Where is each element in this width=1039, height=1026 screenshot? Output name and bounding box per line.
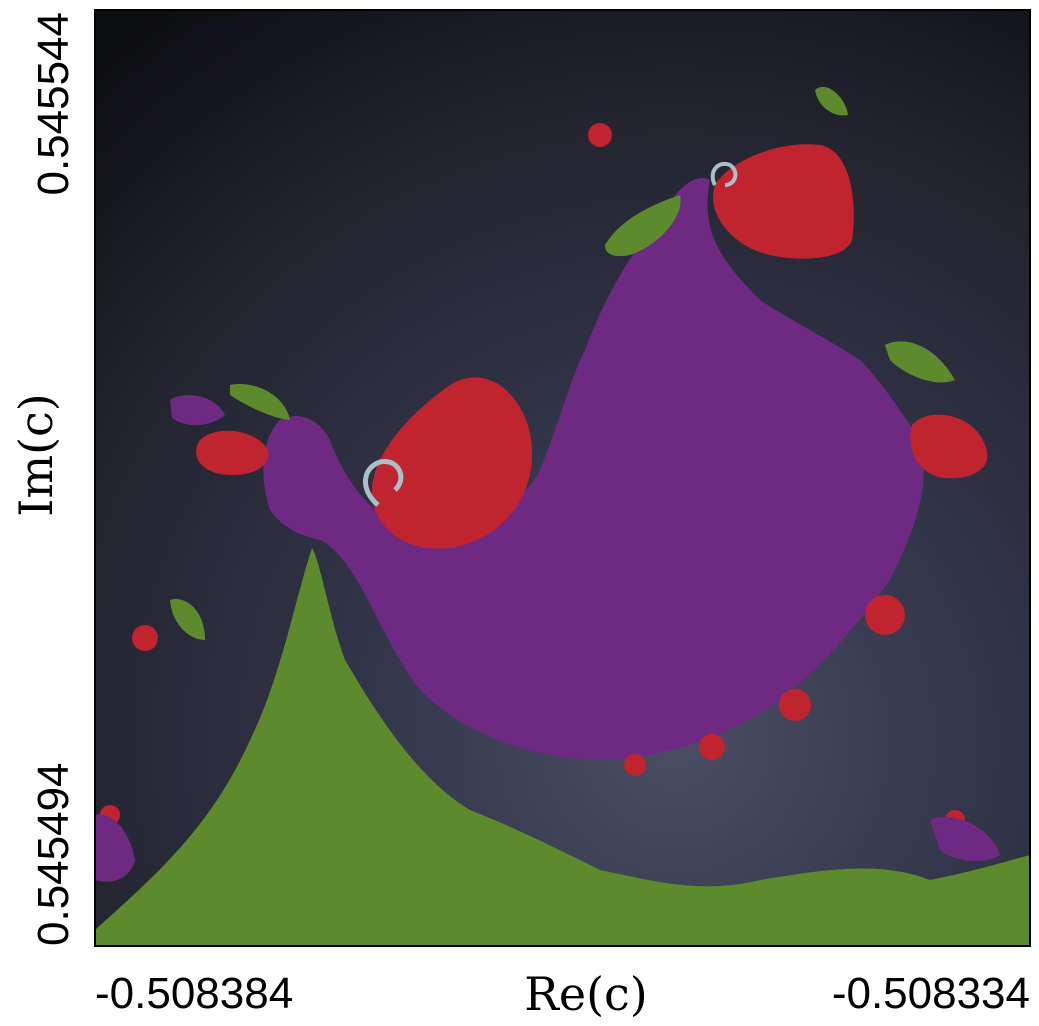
- region-red-bulb-left: [196, 430, 269, 475]
- plot-frame: [94, 9, 1031, 947]
- y-tick-label-bottom: 0.545494: [29, 762, 78, 946]
- region-green-bulb-top: [605, 195, 681, 257]
- region-red-bulb-right: [910, 414, 988, 479]
- region-green-bulb-top-right: [815, 86, 848, 116]
- region-red-bulb-small-6: [132, 625, 158, 651]
- region-green-basin: [95, 548, 1030, 946]
- x-tick-label-right: -0.508334: [832, 969, 1030, 1018]
- spiral-boundary: [363, 459, 404, 507]
- region-purple-main: [263, 178, 924, 761]
- region-red-bulb-small-3: [699, 734, 725, 760]
- region-red-bulb-center: [371, 377, 533, 549]
- x-axis-label: Re(c): [524, 967, 648, 1021]
- x-tick-label-left: -0.508384: [95, 969, 293, 1018]
- region-green-bulb-left: [230, 384, 290, 420]
- region-green-bulb-lower-left: [170, 599, 205, 640]
- region-red-bulb-small-1: [865, 595, 905, 635]
- region-red-bulb-top: [713, 144, 854, 259]
- region-purple-lobe-left: [170, 395, 225, 426]
- spiral-boundary-2: [710, 161, 738, 187]
- region-red-bulb-small-5: [588, 123, 612, 147]
- region-green-bulb-right: [885, 341, 955, 383]
- y-tick-label-top: 0.545544: [29, 12, 78, 196]
- region-red-bulb-small-4: [624, 754, 646, 776]
- region-purple-lobe-bottom-right: [930, 816, 1000, 862]
- region-purple-lobe-bottom-left: [95, 814, 135, 882]
- region-red-bulb-small-2: [779, 689, 811, 721]
- y-axis-label: Im(c): [9, 393, 63, 516]
